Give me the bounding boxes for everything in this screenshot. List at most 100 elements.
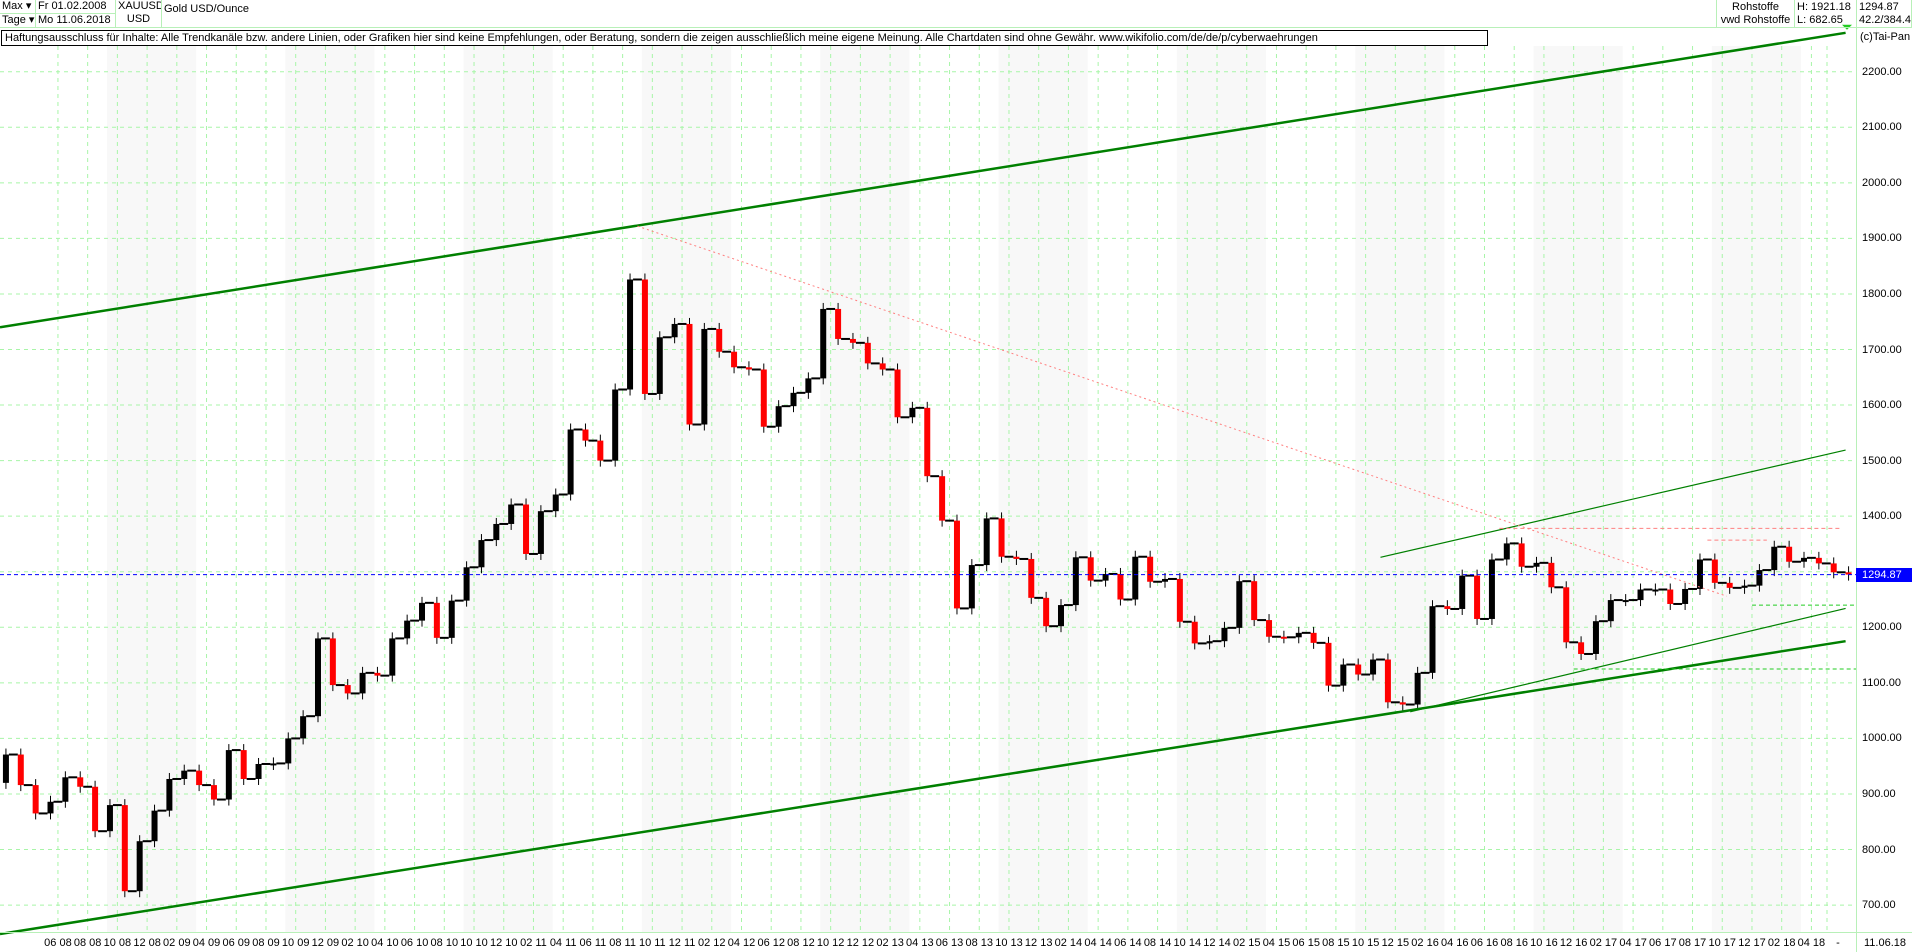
end-date: Mo 11.06.2018 (36, 14, 116, 28)
candle (1370, 659, 1377, 675)
half-year-shade (285, 46, 375, 932)
candle (953, 520, 960, 609)
stats-value: 42.2/384.4 (1859, 14, 1911, 26)
candle (1488, 559, 1495, 619)
symbol-cell: XAUUSD USD (116, 0, 162, 28)
candle (1459, 575, 1466, 609)
candle (1429, 606, 1436, 673)
candle (983, 518, 990, 566)
x-tick-label: 06 11 (579, 937, 607, 949)
candle (359, 672, 366, 694)
category: Rohstoffe (1732, 1, 1779, 13)
x-tick-label: 04 18 (1797, 937, 1826, 949)
candle (508, 504, 515, 524)
candle (448, 600, 455, 638)
x-tick-label: 10 09 (281, 937, 310, 949)
x-tick-label: 08 17 (1678, 937, 1707, 949)
candle (314, 638, 321, 717)
candle (1176, 578, 1183, 622)
x-tick-label: 02 10 (341, 937, 369, 949)
candle (1102, 573, 1109, 581)
candle (493, 523, 500, 541)
candle (1518, 543, 1525, 567)
candle (641, 279, 648, 394)
x-tick-label: 10 15 (1351, 937, 1380, 949)
candle (255, 763, 262, 779)
candle (389, 638, 396, 676)
x-tick-label: 02 17 (1589, 937, 1618, 949)
interval-dropdown[interactable]: Tage ▾ (0, 14, 36, 28)
candle (166, 778, 173, 811)
candle (1057, 605, 1064, 627)
range-label: Max (2, 0, 23, 12)
x-tick-label: 08 16 (1500, 937, 1528, 949)
candle (1503, 543, 1510, 560)
candle (582, 429, 589, 441)
time-axis-line (0, 932, 1912, 933)
candle (835, 308, 842, 339)
candle (1384, 659, 1391, 703)
candle (552, 494, 559, 512)
half-year-shade (1355, 46, 1445, 932)
candle (686, 323, 693, 425)
y-tick-label: 1100.00 (1862, 676, 1901, 689)
trendlines[interactable] (0, 24, 1856, 936)
y-tick-label: 700.00 (1862, 899, 1896, 912)
time-axis-end-date: 11.06.18 (1863, 937, 1907, 949)
y-tick-label: 1800.00 (1862, 287, 1902, 300)
candle (597, 440, 604, 461)
y-tick-label: 1900.00 (1862, 232, 1902, 245)
candle (300, 716, 307, 739)
x-tick-label: 12 16 (1559, 937, 1588, 949)
candle (1845, 572, 1852, 575)
high-value: H: 1921.18 (1797, 1, 1851, 13)
candle (612, 389, 619, 461)
candle (404, 620, 411, 639)
x-tick-label: 08 10 (430, 937, 459, 949)
x-tick-label: 10 10 (460, 937, 488, 949)
candle (805, 378, 812, 393)
candle (1355, 664, 1362, 675)
instrument-name: Gold USD/Ounce (162, 0, 1717, 28)
low-value: L: 682.65 (1797, 14, 1843, 26)
half-year-shade (820, 46, 910, 932)
x-tick-label: 12 12 (846, 937, 875, 949)
x-tick-label: 12 11 (668, 937, 696, 949)
candle (1830, 563, 1837, 573)
candle (77, 777, 84, 787)
x-tick-label: 10 14 (1173, 937, 1202, 949)
candle (1251, 581, 1258, 621)
high-low-cell: H: 1921.18 L: 682.65 (1795, 0, 1857, 28)
x-tick-label: 02 15 (1232, 937, 1261, 949)
candle (1280, 636, 1287, 639)
x-tick-label: 06 13 (935, 937, 964, 949)
candle (1771, 546, 1778, 571)
candle (731, 351, 738, 368)
candle (329, 638, 336, 686)
candle (820, 308, 827, 379)
candle (374, 672, 381, 676)
x-tick-label: 02 09 (163, 937, 191, 949)
candle (1191, 621, 1198, 644)
x-tick-label: 04 12 (727, 937, 756, 949)
y-tick-label: 2200.00 (1862, 65, 1902, 78)
last-cell: 1294.87 42.2/384.4 (1857, 0, 1912, 28)
candle (1266, 620, 1273, 637)
trendline-thin-upper (1380, 449, 1846, 558)
chevron-down-icon: ▾ (25, 0, 32, 12)
x-tick-label: 06 09 (222, 937, 251, 949)
candle (775, 406, 782, 427)
candle (790, 392, 797, 407)
candle (1162, 578, 1169, 582)
x-tick-label: 06 08 (44, 937, 72, 949)
disclaimer: Haftungsausschluss für Inhalte: Alle Tre… (1, 30, 1488, 46)
candle (121, 805, 128, 892)
candle (478, 540, 485, 568)
x-tick-label: 04 13 (906, 937, 934, 949)
range-dropdown[interactable]: Max ▾ (0, 0, 36, 14)
x-tick-label: 04 09 (192, 937, 221, 949)
candle (1221, 627, 1228, 642)
x-tick-label: 08 15 (1322, 937, 1350, 949)
candle (1652, 589, 1659, 592)
